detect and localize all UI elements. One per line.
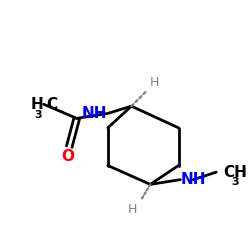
Text: 3: 3 [34, 110, 42, 120]
Text: NH: NH [180, 172, 206, 187]
Text: H: H [31, 97, 44, 112]
Text: C: C [46, 97, 58, 112]
Text: 3: 3 [232, 177, 239, 187]
Text: NH: NH [82, 106, 107, 121]
Text: H: H [128, 203, 137, 216]
Text: CH: CH [223, 164, 247, 180]
Text: O: O [62, 149, 74, 164]
Text: H: H [150, 76, 159, 89]
